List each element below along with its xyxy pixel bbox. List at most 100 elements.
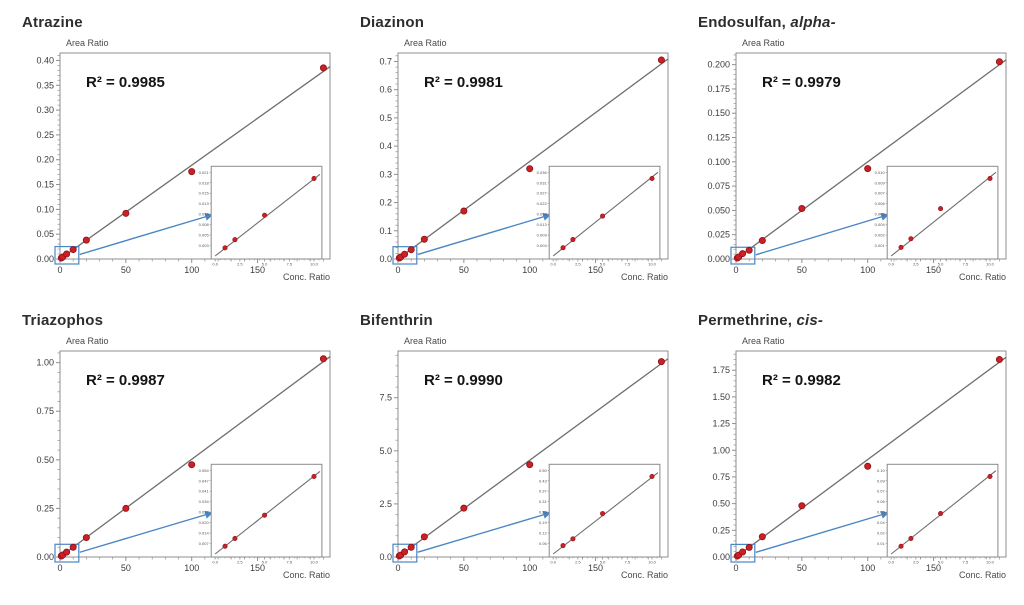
svg-text:7.5: 7.5 xyxy=(625,560,631,565)
calibration-plot-bifenthrin: 0.0 2.5 5.0 7.5 0 50 100 150 Area Ratio Conc. Rat… xyxy=(379,336,669,580)
svg-text:100: 100 xyxy=(522,563,537,573)
svg-text:0.00: 0.00 xyxy=(36,552,54,562)
svg-text:0.50: 0.50 xyxy=(539,468,548,473)
svg-text:50: 50 xyxy=(459,563,469,573)
svg-text:Conc. Ratio: Conc. Ratio xyxy=(621,272,668,282)
svg-text:10.0: 10.0 xyxy=(648,560,657,565)
svg-text:1.50: 1.50 xyxy=(712,392,730,402)
svg-text:1.75: 1.75 xyxy=(712,365,730,375)
chart-panel-permethrine-cis: Permethrine, cis- 0.00 0.25 0.50 0.75 1.00 1.… xyxy=(684,304,1022,602)
chart-title-text: Bifenthrin xyxy=(360,312,433,329)
svg-text:50: 50 xyxy=(121,563,131,573)
svg-text:0.075: 0.075 xyxy=(707,181,730,191)
svg-text:R² = 0.9981: R² = 0.9981 xyxy=(424,74,503,91)
svg-text:0.0: 0.0 xyxy=(888,262,894,267)
chart-panel-triazophos: Triazophos 0.00 0.25 0.50 0.75 1.00 0 50 100 150… xyxy=(8,304,346,602)
svg-text:0.0: 0.0 xyxy=(212,262,218,267)
svg-text:100: 100 xyxy=(860,563,875,573)
svg-text:0.43: 0.43 xyxy=(539,478,548,483)
svg-text:0.5: 0.5 xyxy=(379,113,392,123)
chart-title-text: Permethrine, xyxy=(698,312,797,329)
svg-text:0.0: 0.0 xyxy=(379,552,392,562)
svg-text:0.009: 0.009 xyxy=(875,180,886,185)
svg-text:0.006: 0.006 xyxy=(875,201,886,206)
svg-text:10.0: 10.0 xyxy=(310,262,319,267)
svg-text:50: 50 xyxy=(121,265,131,275)
svg-text:0.3: 0.3 xyxy=(379,169,392,179)
svg-text:0.054: 0.054 xyxy=(199,468,210,473)
svg-text:7.5: 7.5 xyxy=(287,560,293,565)
svg-text:0.036: 0.036 xyxy=(537,170,548,175)
svg-text:0.010: 0.010 xyxy=(875,170,886,175)
svg-text:1.25: 1.25 xyxy=(712,419,730,429)
svg-text:0.018: 0.018 xyxy=(537,212,548,217)
svg-text:1.00: 1.00 xyxy=(712,445,730,455)
svg-text:5.0: 5.0 xyxy=(262,262,268,267)
svg-text:0.100: 0.100 xyxy=(707,157,730,167)
svg-text:2.5: 2.5 xyxy=(237,262,243,267)
svg-text:10.0: 10.0 xyxy=(986,560,995,565)
chart-title-diazinon: Diazinon xyxy=(360,14,684,31)
svg-text:0.047: 0.047 xyxy=(199,478,210,483)
svg-text:0.00: 0.00 xyxy=(712,552,730,562)
svg-text:0.05: 0.05 xyxy=(36,229,54,239)
svg-text:0.0: 0.0 xyxy=(550,262,556,267)
svg-text:0.031: 0.031 xyxy=(537,180,548,185)
svg-text:0.005: 0.005 xyxy=(199,233,210,238)
calibration-plot-endosulfan-alpha: 0.0000.0250.0500.0750.1000.1250.1500.175… xyxy=(707,38,1007,282)
svg-text:50: 50 xyxy=(459,265,469,275)
svg-text:0.022: 0.022 xyxy=(537,201,548,206)
svg-text:0.75: 0.75 xyxy=(712,472,730,482)
svg-text:0.175: 0.175 xyxy=(707,84,730,94)
svg-text:100: 100 xyxy=(184,265,199,275)
svg-text:0.014: 0.014 xyxy=(199,531,210,536)
svg-text:2.5: 2.5 xyxy=(913,262,919,267)
chart-title-atrazine: Atrazine xyxy=(22,14,346,31)
svg-text:0.027: 0.027 xyxy=(537,191,548,196)
svg-text:Conc. Ratio: Conc. Ratio xyxy=(283,272,330,282)
svg-text:0.25: 0.25 xyxy=(36,503,54,513)
svg-text:R² = 0.9979: R² = 0.9979 xyxy=(762,74,841,91)
svg-text:7.5: 7.5 xyxy=(379,393,392,403)
chart-title-endosulfan-alpha: Endosulfan, alpha- xyxy=(698,14,1022,31)
svg-text:0.034: 0.034 xyxy=(199,499,210,504)
svg-text:7.5: 7.5 xyxy=(963,262,969,267)
svg-text:Area Ratio: Area Ratio xyxy=(66,38,109,48)
svg-text:0.10: 0.10 xyxy=(877,468,886,473)
svg-text:0.013: 0.013 xyxy=(537,222,548,227)
svg-text:0.021: 0.021 xyxy=(199,170,210,175)
svg-text:0.6: 0.6 xyxy=(379,85,392,95)
svg-text:0.01: 0.01 xyxy=(877,541,886,546)
svg-text:0.050: 0.050 xyxy=(707,205,730,215)
svg-text:0.027: 0.027 xyxy=(199,510,210,515)
svg-text:0: 0 xyxy=(395,563,400,573)
svg-text:Area Ratio: Area Ratio xyxy=(742,38,785,48)
svg-text:2.5: 2.5 xyxy=(237,560,243,565)
svg-text:0: 0 xyxy=(57,265,62,275)
svg-text:100: 100 xyxy=(522,265,537,275)
svg-text:0.015: 0.015 xyxy=(199,191,210,196)
svg-text:5.0: 5.0 xyxy=(938,262,944,267)
svg-text:0.25: 0.25 xyxy=(539,510,548,515)
chart-title-text: Endosulfan, xyxy=(698,14,791,31)
svg-text:0.30: 0.30 xyxy=(36,105,54,115)
svg-text:R² = 0.9987: R² = 0.9987 xyxy=(86,372,165,389)
calibration-plot-diazinon: 0.0 0.1 0.2 0.3 0.4 0.5 0.6 0.7 0 50 100 150 Area Ra… xyxy=(379,38,669,282)
svg-text:0.041: 0.041 xyxy=(199,489,210,494)
svg-text:5.0: 5.0 xyxy=(600,262,606,267)
svg-text:0.15: 0.15 xyxy=(36,180,54,190)
svg-text:5.0: 5.0 xyxy=(938,560,944,565)
svg-text:5.0: 5.0 xyxy=(262,560,268,565)
chart-title-text: Diazinon xyxy=(360,14,425,31)
chart-title-triazophos: Triazophos xyxy=(22,312,346,329)
svg-text:Conc. Ratio: Conc. Ratio xyxy=(621,570,668,580)
svg-text:0.018: 0.018 xyxy=(199,180,210,185)
svg-text:0.007: 0.007 xyxy=(875,191,886,196)
chart-panel-endosulfan-alpha: Endosulfan, alpha- 0.000 0.025 0.050 0.075 0… xyxy=(684,6,1022,304)
svg-text:R² = 0.9982: R² = 0.9982 xyxy=(762,372,841,389)
svg-text:0.0: 0.0 xyxy=(379,254,392,264)
svg-text:0.02: 0.02 xyxy=(877,531,886,536)
svg-text:0.013: 0.013 xyxy=(199,201,210,206)
svg-text:0.010: 0.010 xyxy=(199,212,210,217)
svg-text:0.05: 0.05 xyxy=(877,510,886,515)
